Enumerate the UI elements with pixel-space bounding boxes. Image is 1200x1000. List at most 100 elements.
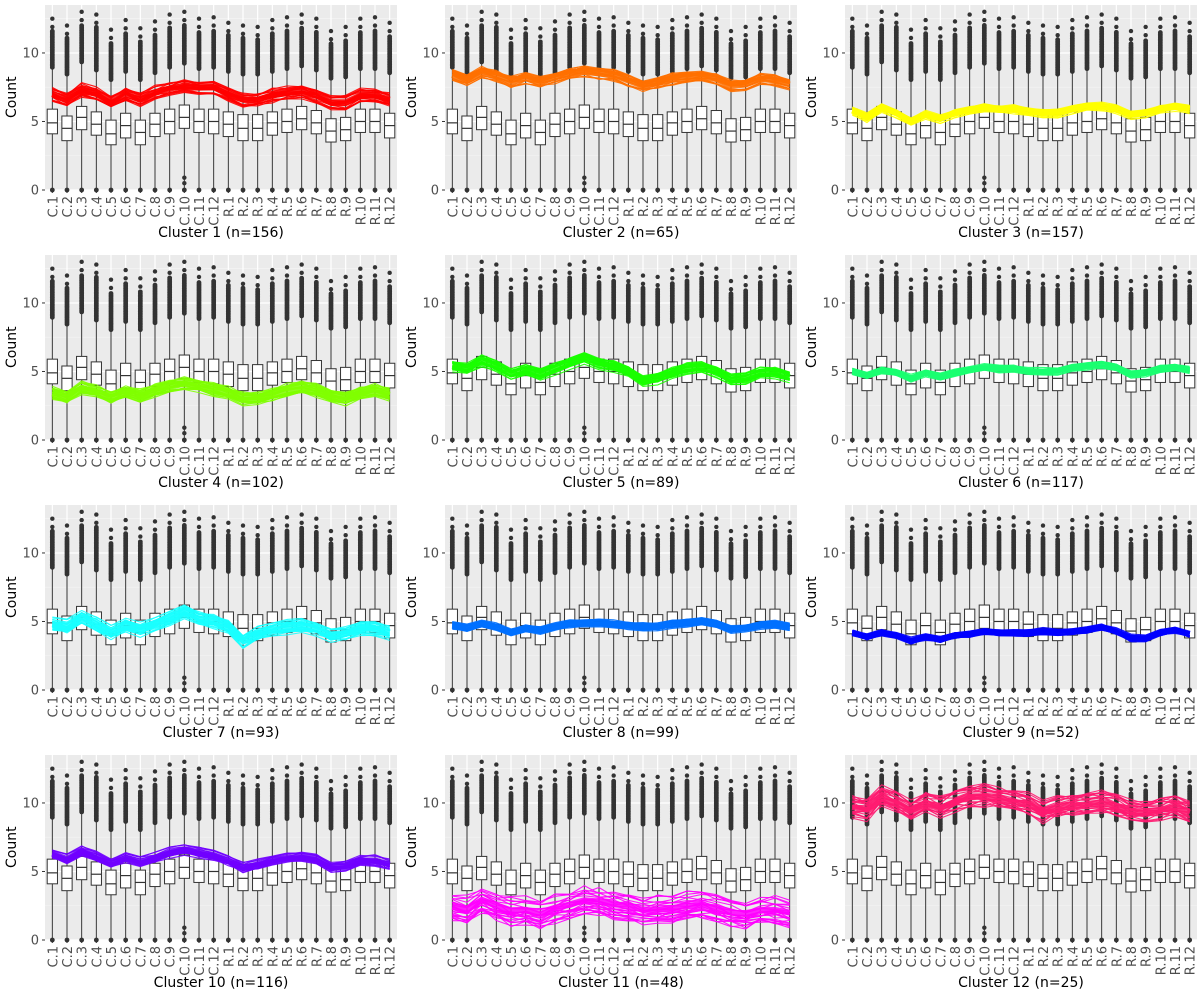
cluster-panel: 0 5 10 C.1 C.2 C.3 C.4 C.5 C.6 C.7 C.8 C.9 C.10 C.11 C… (0, 0, 400, 250)
x-tick-label: R.12 (784, 196, 799, 225)
x-tick-label: R.2 (637, 196, 652, 217)
x-tick-label: R.8 (725, 446, 740, 467)
boxplot-R.5 (281, 15, 293, 193)
outlier-point (152, 32, 158, 38)
outlier-point (996, 280, 1002, 285)
outlier-point (758, 16, 763, 21)
x-tick-label: C.12 (208, 196, 223, 226)
outlier-point (343, 38, 349, 44)
outlier-point (94, 12, 99, 17)
outlier-point (952, 269, 958, 274)
boxplot-R.7 (1110, 16, 1122, 193)
outlier-point (982, 180, 987, 186)
cluster-line-bundle (451, 352, 791, 387)
cluster-line-bundle (51, 79, 391, 111)
outlier-point (952, 27, 958, 32)
outlier-point (387, 284, 393, 290)
outlier-point (1040, 31, 1046, 36)
outlier-point (50, 266, 55, 271)
x-tick-label: C.7 (134, 446, 149, 467)
boxplot-R.11 (369, 15, 381, 193)
box (681, 108, 693, 133)
boxplot-C.12 (608, 15, 620, 193)
boxplot-C.1 (46, 16, 58, 193)
outlier-point (582, 259, 587, 265)
outlier-point (850, 16, 855, 21)
outlier-point (182, 175, 187, 180)
outlier-point (182, 17, 187, 23)
outlier-point (787, 278, 792, 284)
outlier-point (982, 259, 987, 265)
outlier-point (714, 24, 719, 30)
outlier-point (523, 267, 528, 273)
outlier-point (138, 26, 143, 31)
outlier-point (94, 262, 99, 267)
x-tick-label: R.12 (1184, 196, 1199, 225)
outlier-point (328, 41, 334, 47)
outlier-point (923, 267, 928, 273)
x-tick-label: R.4 (666, 196, 681, 217)
x-tick-label: C.8 (549, 446, 564, 467)
boxplot-C.8 (549, 19, 561, 193)
outlier-point (493, 274, 499, 280)
boxplot-C.9 (964, 12, 976, 193)
outlier-point (167, 275, 173, 281)
x-tick-label: C.3 (76, 446, 91, 467)
outlier-point (1011, 15, 1016, 20)
outlier-point (1069, 31, 1075, 37)
boxplot-R.4 (266, 17, 278, 193)
box (252, 114, 264, 142)
x-tick-label: R.4 (1066, 196, 1081, 217)
outlier-point (479, 9, 484, 15)
outlier-point (64, 281, 70, 286)
boxplot-R.11 (769, 15, 781, 193)
outlier-point (152, 27, 158, 32)
boxplot-R.9 (1140, 24, 1152, 193)
outlier-point (182, 425, 187, 430)
outlier-point (284, 278, 290, 284)
outlier-point (1011, 28, 1017, 34)
outlier-point (196, 16, 202, 21)
x-tick-label: C.12 (608, 196, 623, 226)
outlier-point (655, 24, 660, 30)
outlier-point (982, 17, 987, 23)
outlier-point (494, 262, 499, 267)
outlier-point (537, 289, 543, 295)
outlier-point (358, 24, 363, 30)
outlier-point (314, 274, 319, 280)
x-tick-label: C.7 (534, 196, 549, 217)
outlier-point (982, 425, 987, 430)
outlier-point (479, 23, 485, 29)
y-tick-label: 5 (431, 115, 439, 130)
box (90, 361, 102, 386)
outlier-point (1026, 278, 1031, 284)
box (593, 108, 605, 133)
outlier-point (313, 279, 319, 285)
outlier-point (787, 28, 792, 34)
outlier-point (937, 39, 943, 45)
outlier-point (523, 31, 529, 37)
box (281, 358, 293, 383)
outlier-point (240, 281, 246, 286)
outlier-point (1143, 32, 1148, 38)
outlier-point (1099, 12, 1104, 17)
outlier-point (879, 267, 884, 273)
outlier-point (240, 23, 246, 28)
x-tick-label: C.1 (446, 446, 461, 467)
outlier-point (582, 9, 587, 15)
outlier-point (996, 30, 1002, 35)
cluster-line (452, 352, 790, 378)
outlier-point (508, 35, 514, 41)
outlier-point (1070, 276, 1075, 281)
x-tick-label: C.11 (593, 196, 608, 226)
boxplot-C.12 (208, 265, 220, 443)
boxplot-C.6 (120, 17, 132, 193)
outlier-point (728, 278, 734, 284)
x-tick-label: R.2 (237, 446, 252, 467)
box (310, 110, 322, 135)
outlier-point (1070, 26, 1075, 31)
outlier-point (387, 270, 392, 276)
x-tick-label: C.10 (578, 446, 593, 476)
